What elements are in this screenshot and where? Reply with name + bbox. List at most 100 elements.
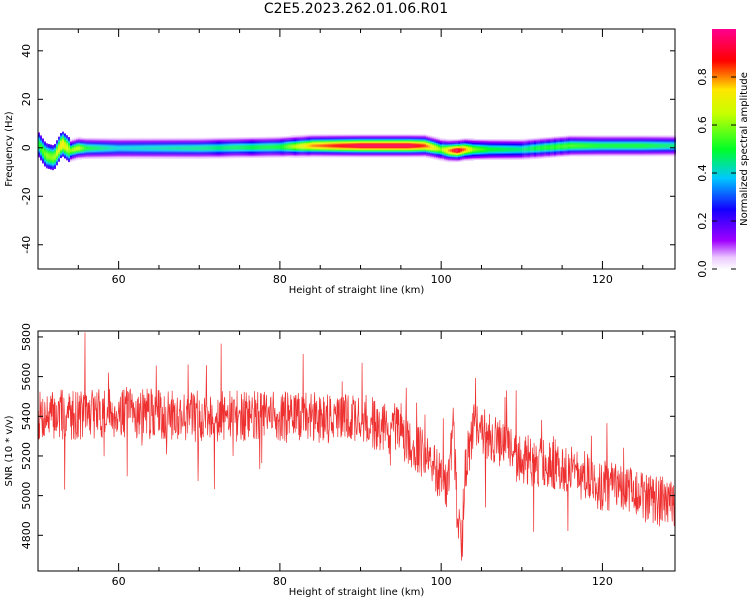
spectrogram-cell [160,151,162,153]
spectrogram-cell [136,142,138,144]
spectrogram-cell [424,136,426,138]
spectrogram-cell [388,145,390,147]
spectrogram-cell [382,155,384,157]
spectrogram-cell [184,138,186,140]
spectrogram-cell [440,150,442,152]
spectrogram-cell [242,149,244,151]
spectrogram-cell [462,138,464,140]
spectrogram-cell [386,156,388,158]
spectrogram-cell [394,134,396,136]
spectrogram-cell [470,149,472,150]
spectrogram-cell [312,143,314,145]
spectrogram-cell [222,139,224,141]
spectrogram-cell [390,156,392,158]
spectrogram-cell [432,153,434,155]
spectrogram-cell [348,139,350,141]
spectrogram-cell [472,158,474,159]
spectrogram-cell [270,150,272,152]
spectrogram-cell [298,138,300,140]
spectrogram-cell [86,142,88,144]
spectrogram-cell [388,154,390,156]
spectrogram-cell [102,155,104,157]
spectrogram-cell [42,149,44,151]
spectrogram-cell [142,142,144,144]
spectrogram-cell [394,143,396,145]
spectrogram-cell [436,159,438,161]
spectrogram-cell [78,155,80,157]
spectrogram-cell [150,146,152,148]
spectrogram-cell [352,142,354,144]
spectrogram-cell [472,149,474,150]
spectrogram-cell [80,144,82,146]
spectrogram-cell [150,153,152,155]
spectrogram-cell [132,150,134,152]
spectrogram-cell [168,137,170,139]
spectrogram-cell [80,137,82,139]
spectrogram-cell [200,147,202,149]
spectrogram-cell [454,151,456,153]
spectrogram-cell [326,136,328,138]
spectrogram-cell [314,154,316,156]
spectrogram-cell [136,137,138,139]
spectrogram-cell [326,150,328,152]
spectrogram-cell [48,154,50,156]
spectrogram-cell [78,148,80,150]
spectrogram-cell [412,135,414,137]
spectrogram-cell [450,155,452,157]
spectrogram-cell [62,153,64,155]
spectrogram-cell [176,151,178,153]
spectrogram-cell [420,144,422,146]
spectrogram-cell [176,156,178,158]
spectrogram-cell [362,140,364,142]
spectrogram-cell [334,153,336,155]
spectrogram-cell [242,150,244,152]
spectrogram-cell [248,140,250,142]
spectrogram-cell [202,141,204,143]
spectrogram-cell [270,140,272,142]
spectrogram-cell [54,145,56,147]
spectrogram-cell [120,148,122,150]
spectrogram-cell [450,141,452,143]
spectrogram-cell [436,138,438,140]
spectrogram-cell [456,152,458,154]
spectrogram-cell [386,137,388,139]
spectrogram-cell [110,146,112,148]
spectrogram-cell [66,143,68,145]
spectrogram-cell [336,144,338,146]
spectrogram-cell [344,155,346,157]
spectrogram-cell [92,153,94,155]
spectrogram-cell [54,157,56,159]
spectrogram-cell [370,154,372,156]
spectrogram-cell [46,154,48,156]
spectrogram-cell [392,145,394,147]
spectrogram-cell [434,136,436,138]
spectrogram-cell [76,150,78,152]
spectrogram-cell [486,159,488,160]
spectrogram-cell [448,147,450,149]
spectrogram-cell [156,137,158,139]
spectrogram-cell [250,149,252,151]
spectrogram-cell [468,147,470,148]
spectrogram-cell [274,142,276,144]
spectrogram-cell [332,155,334,157]
spectrogram-cell [348,137,350,139]
spectrogram-cell [270,155,272,157]
spectrogram-cell [360,145,362,147]
spectrogram-cell [466,140,468,141]
spectrogram-cell [434,149,436,151]
spectrogram-cell [76,146,78,148]
spectrogram-cell [232,155,234,157]
spectrogram-cell [272,147,274,149]
spectrogram-cell [280,137,282,139]
spectrogram-cell [396,154,398,156]
spectrogram-cell [284,140,286,142]
spectrogram-cell [254,140,256,142]
spectrogram-cell [400,146,402,148]
spectrogram-cell [334,145,336,147]
spectrogram-cell [58,156,60,158]
spectrogram-cell [208,142,210,144]
spectrogram-cell [150,139,152,141]
spectrogram-cell [346,136,348,138]
spectrogram-cell [106,156,108,158]
spectrogram-cell [124,142,126,144]
